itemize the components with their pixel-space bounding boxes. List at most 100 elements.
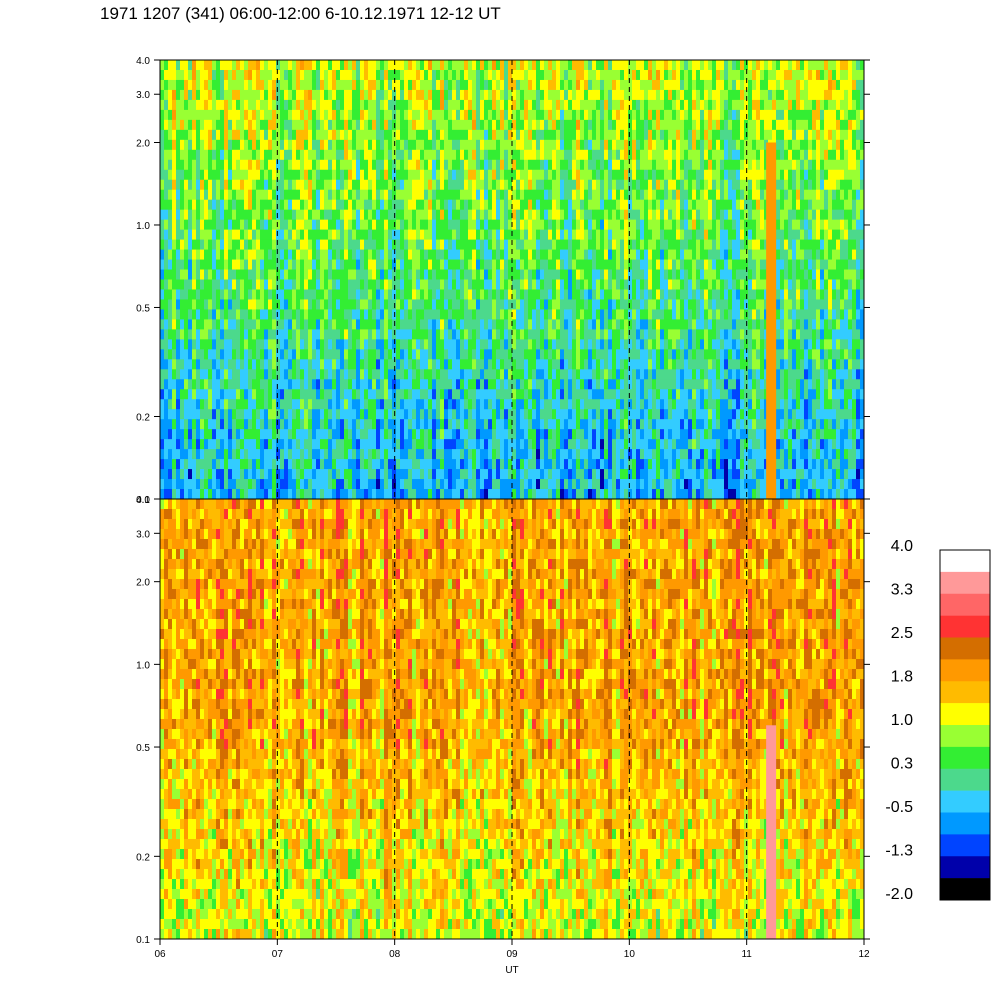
heat-cell [424, 409, 428, 419]
heat-cell [276, 409, 280, 419]
heat-cell [416, 429, 420, 439]
heat-cell [488, 439, 492, 449]
heat-cell [596, 80, 600, 90]
heat-cell [568, 399, 572, 409]
heat-cell [376, 90, 380, 100]
heat-cell [252, 329, 256, 339]
heat-cell [220, 160, 224, 170]
heat-cell [492, 429, 496, 439]
heat-cell [284, 299, 288, 309]
heat-cell [440, 439, 444, 449]
heat-cell [200, 60, 204, 70]
heat-cell [264, 210, 268, 220]
heat-cell [500, 289, 504, 299]
heat-cell [220, 80, 224, 90]
heat-cell [224, 170, 228, 180]
heat-cell [244, 389, 248, 399]
heat-cell [312, 439, 316, 449]
heat-cell [500, 329, 504, 339]
heat-cell [476, 289, 480, 299]
heat-cell [400, 399, 404, 409]
heat-cell [372, 250, 376, 260]
heat-cell [368, 240, 372, 250]
heat-cell [180, 190, 184, 200]
heat-cell [600, 80, 604, 90]
heat-cell [344, 170, 348, 180]
heat-cell [364, 469, 368, 479]
heat-cell [456, 439, 460, 449]
heat-cell [376, 70, 380, 80]
heat-cell [224, 369, 228, 379]
heat-cell [556, 299, 560, 309]
heat-cell [408, 429, 412, 439]
heat-cell [336, 309, 340, 319]
heat-cell [468, 479, 472, 489]
heat-cell [348, 479, 352, 489]
heat-cell [440, 379, 444, 389]
heat-cell [176, 220, 180, 230]
heat-cell [568, 130, 572, 140]
heat-cell [472, 110, 476, 120]
heat-cell [532, 309, 536, 319]
heat-cell [488, 110, 492, 120]
heat-cell [232, 220, 236, 230]
heat-cell [528, 120, 532, 130]
heat-cell [592, 140, 596, 150]
heat-cell [420, 399, 424, 409]
heat-cell [216, 449, 220, 459]
heat-cell [256, 60, 260, 70]
heat-cell [612, 270, 616, 280]
heat-cell [276, 80, 280, 90]
heat-cell [416, 240, 420, 250]
heat-cell [180, 280, 184, 290]
heat-cell [356, 190, 360, 200]
heat-cell [340, 270, 344, 280]
heat-cell [296, 289, 300, 299]
heat-cell [388, 160, 392, 170]
heat-cell [292, 70, 296, 80]
heat-cell [580, 280, 584, 290]
heat-cell [548, 419, 552, 429]
heat-cell [180, 110, 184, 120]
heat-cell [604, 379, 608, 389]
heat-cell [324, 260, 328, 270]
heat-cell [304, 190, 308, 200]
heat-cell [396, 409, 400, 419]
heat-cell [272, 399, 276, 409]
heat-cell [520, 439, 524, 449]
heat-cell [540, 60, 544, 70]
heat-cell [336, 299, 340, 309]
heat-cell [304, 180, 308, 190]
heat-cell [424, 180, 428, 190]
heat-cell [588, 230, 592, 240]
heat-cell [208, 489, 212, 499]
heat-cell [484, 349, 488, 359]
heat-cell [360, 150, 364, 160]
heat-cell [208, 100, 212, 110]
heat-cell [300, 130, 304, 140]
heat-cell [532, 409, 536, 419]
heat-cell [184, 200, 188, 210]
heat-cell [340, 160, 344, 170]
heat-cell [472, 70, 476, 80]
heat-cell [520, 399, 524, 409]
heat-cell [468, 429, 472, 439]
heat-cell [164, 140, 168, 150]
heat-cell [440, 429, 444, 439]
heat-cell [576, 240, 580, 250]
heat-cell [540, 250, 544, 260]
heat-cell [600, 389, 604, 399]
heat-cell [544, 60, 548, 70]
heat-cell [236, 429, 240, 439]
heat-cell [332, 210, 336, 220]
heat-cell [520, 160, 524, 170]
heat-cell [572, 329, 576, 339]
heat-cell [424, 449, 428, 459]
heat-cell [320, 60, 324, 70]
heat-cell [540, 70, 544, 80]
heat-cell [588, 170, 592, 180]
heat-cell [240, 319, 244, 329]
heat-cell [184, 449, 188, 459]
heat-cell [296, 200, 300, 210]
heat-cell [164, 319, 168, 329]
